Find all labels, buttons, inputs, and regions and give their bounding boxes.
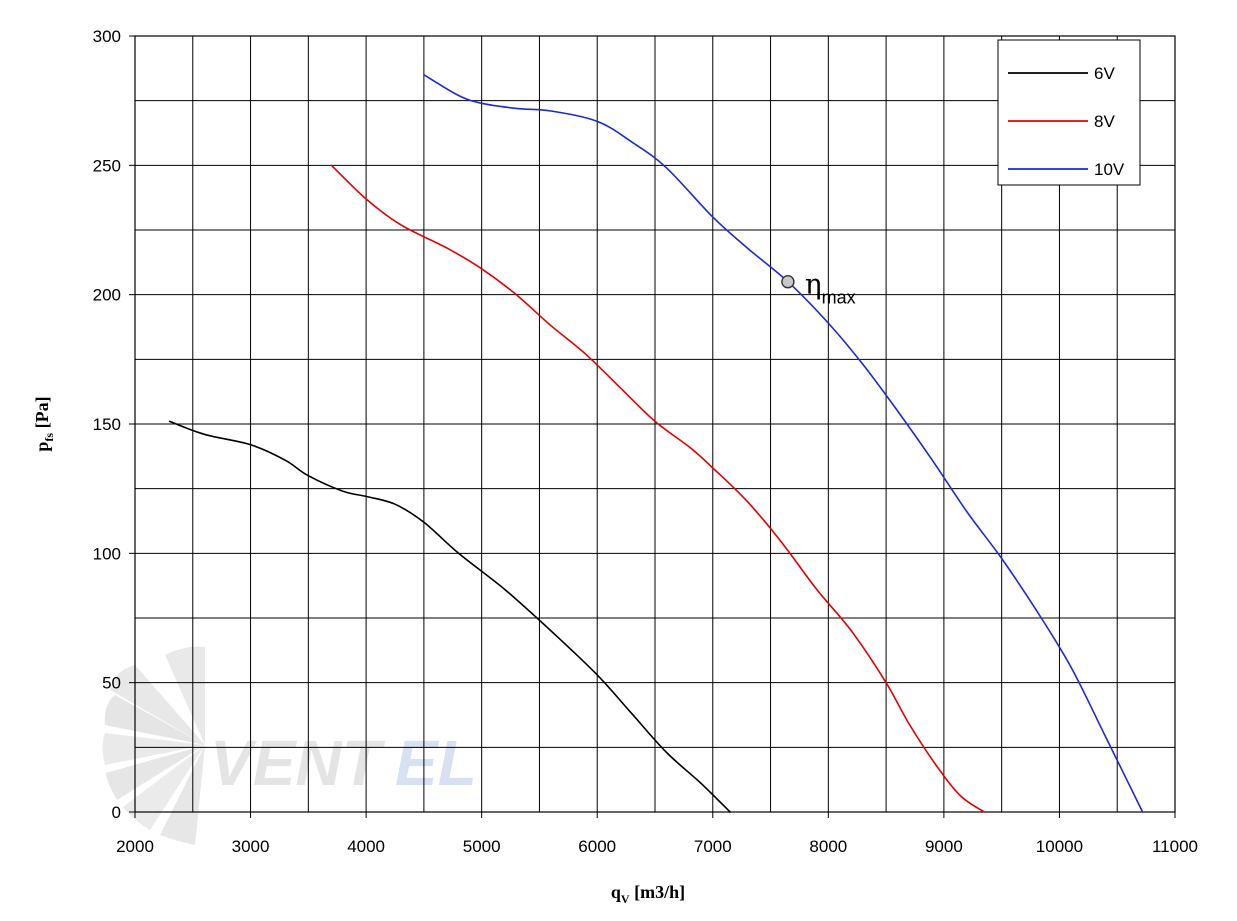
fan-blade-logo-icon: VENT EL <box>102 646 477 845</box>
series-lines <box>168 74 1144 813</box>
y-tick-label: 200 <box>93 286 121 305</box>
eta-max-label: ηmax <box>805 268 856 308</box>
legend-label-10v: 10V <box>1094 160 1125 179</box>
legend: 6V 8V 10V <box>997 39 1141 186</box>
x-tick-label: 3000 <box>232 837 270 856</box>
legend-label-6v: 6V <box>1094 64 1115 83</box>
series-line-8v <box>330 164 986 813</box>
x-tick-label: 5000 <box>463 837 501 856</box>
x-tick-label: 8000 <box>809 837 847 856</box>
x-tick-label: 2000 <box>116 837 154 856</box>
legend-label-8v: 8V <box>1094 112 1115 131</box>
y-tick-label: 50 <box>102 674 121 693</box>
series-line-6v <box>168 420 731 813</box>
y-tick-label: 100 <box>93 544 121 563</box>
x-tick-label: 10000 <box>1036 837 1083 856</box>
y-tick-label: 0 <box>112 803 121 822</box>
x-tick-label: 4000 <box>347 837 385 856</box>
efficiency-annotation: ηmax <box>781 268 856 308</box>
watermark-text-vent: VENT <box>210 727 386 799</box>
y-tick-label: 250 <box>93 156 121 175</box>
watermark-text-el: EL <box>395 727 477 799</box>
legend-box <box>997 39 1141 186</box>
x-tick-label: 7000 <box>694 837 732 856</box>
efficiency-point-icon <box>781 275 795 289</box>
x-tick-label: 6000 <box>578 837 616 856</box>
tick-labels: 2000 3000 4000 5000 6000 7000 8000 9000 10000 110… <box>93 27 1198 856</box>
x-axis-label: qV [m3/h] <box>611 882 685 906</box>
x-tick-label: 9000 <box>925 837 963 856</box>
x-tick-label: 11000 <box>1152 837 1198 856</box>
y-tick-label: 300 <box>93 27 121 46</box>
y-axis-label: pfs [Pa] <box>32 396 56 451</box>
y-tick-label: 150 <box>93 415 121 434</box>
